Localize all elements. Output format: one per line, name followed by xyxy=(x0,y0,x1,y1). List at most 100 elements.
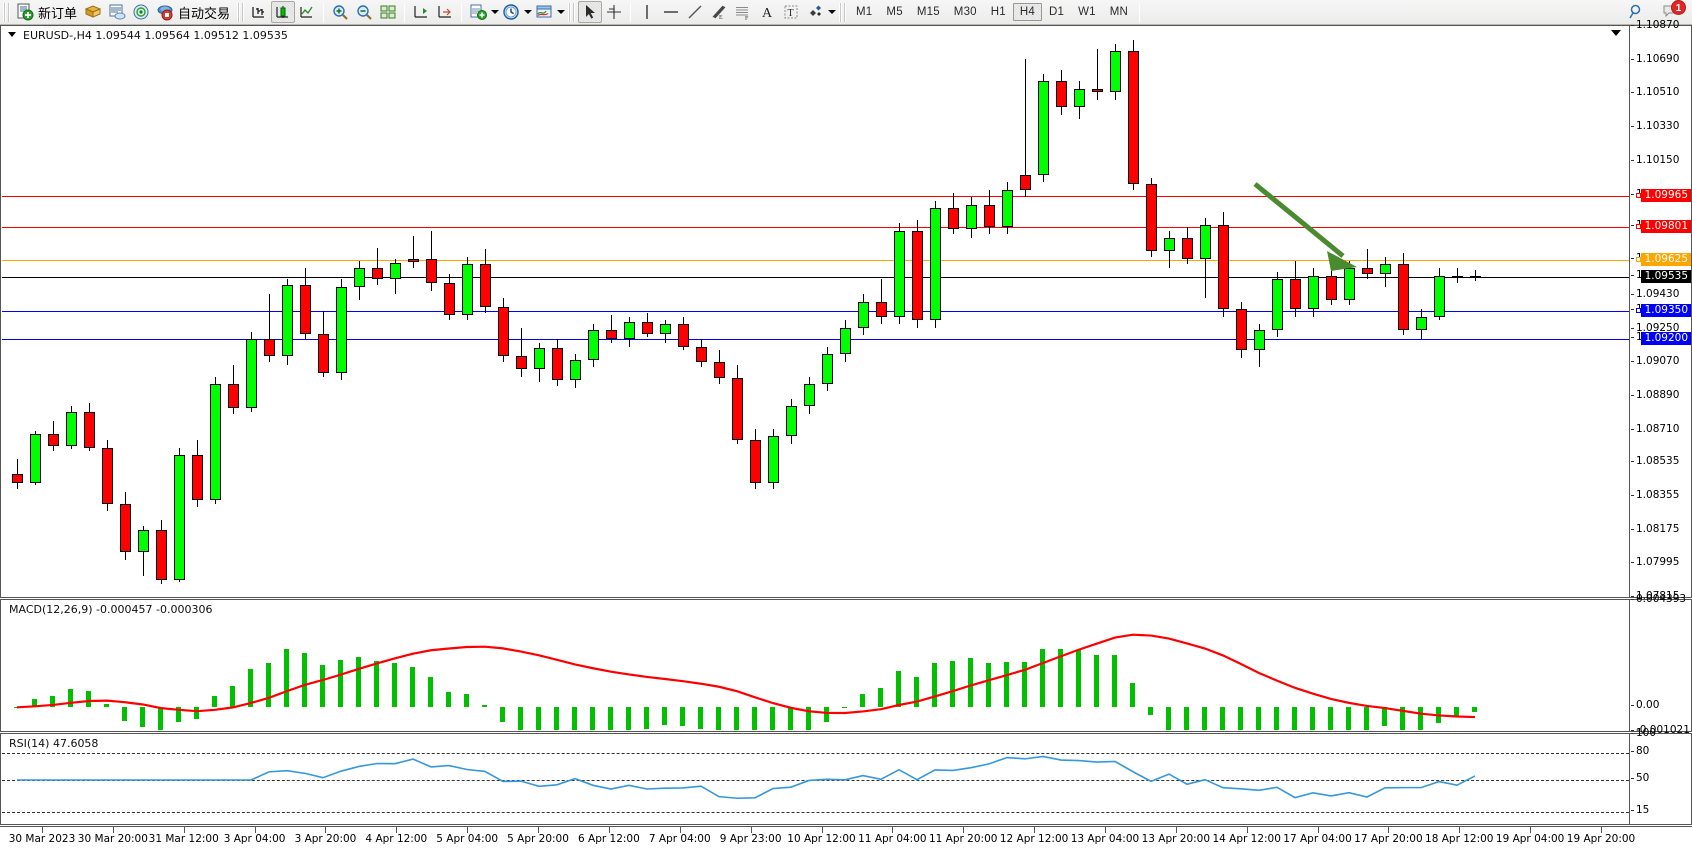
timeframe-m5[interactable]: M5 xyxy=(886,6,903,18)
price-level-line-resistance-1[interactable] xyxy=(2,226,1629,228)
chart-collapse-icon[interactable] xyxy=(8,32,16,37)
rsi-pane[interactable]: 100 80 50 15 RSI(14) 47.6058 xyxy=(0,727,1692,825)
scroll-chart-button[interactable] xyxy=(433,1,457,23)
price-level-value: 1.09965 xyxy=(1644,189,1688,202)
chart-container[interactable]: 1.10870 1.10690 1.10510 1.10330 1.10150 1.099… xyxy=(0,19,1692,851)
trendline-icon[interactable] xyxy=(683,1,707,23)
data-window-button[interactable] xyxy=(105,1,129,23)
macd-histogram-bar xyxy=(140,707,145,728)
candle-body xyxy=(1433,275,1445,317)
zoom-out-button[interactable] xyxy=(352,1,376,23)
time-axis-tick-label: 30 Mar 20:00 xyxy=(77,833,148,845)
candle-body xyxy=(1289,279,1301,310)
periods-button[interactable] xyxy=(499,1,523,23)
price-level-value: 1.09625 xyxy=(1644,252,1688,265)
price-level-line-support-2[interactable] xyxy=(2,339,1629,341)
search-icon[interactable] xyxy=(1625,1,1649,23)
timeframe-h1[interactable]: H1 xyxy=(990,6,1006,18)
macd-histogram-bar xyxy=(1364,707,1369,730)
price-axis[interactable]: 1.10870 1.10690 1.10510 1.10330 1.10150 1.099… xyxy=(1629,19,1691,602)
toolbar-grip[interactable] xyxy=(3,2,10,22)
candle-body xyxy=(1451,275,1463,278)
cursor-icon[interactable] xyxy=(578,1,603,23)
autotrading-button[interactable] xyxy=(153,1,177,23)
macd-histogram-bar xyxy=(536,707,541,730)
macd-histogram-bar xyxy=(1112,654,1117,708)
candle-body xyxy=(1217,225,1229,310)
candle-body xyxy=(965,204,977,229)
equidistant-channel-icon[interactable]: E xyxy=(707,1,731,23)
indicators-dropdown-arrow[interactable] xyxy=(490,10,499,14)
indicators-button[interactable] xyxy=(466,1,490,23)
timeframe-w1[interactable]: W1 xyxy=(1078,6,1096,18)
timeframe-mn[interactable]: MN xyxy=(1109,6,1129,18)
expert-advisor-button[interactable] xyxy=(81,1,105,23)
chart-menu-icon[interactable] xyxy=(1611,30,1621,36)
price-level-tag-resistance-1[interactable]: 1.09801 xyxy=(1635,219,1691,233)
timeframe-d1[interactable]: D1 xyxy=(1049,6,1065,18)
alerts-icon[interactable]: 1 xyxy=(1658,0,1686,23)
price-axis-tick-label: 1.09250 xyxy=(1636,321,1680,334)
price-level-line-current-price[interactable] xyxy=(2,276,1629,278)
candle-body xyxy=(317,333,329,373)
price-level-line-resistance-2[interactable] xyxy=(2,196,1629,198)
time-axis-tick xyxy=(254,827,256,833)
price-plot[interactable] xyxy=(2,27,1629,596)
periods-dropdown-arrow[interactable] xyxy=(523,10,532,14)
timeframe-m15[interactable]: M15 xyxy=(916,6,940,18)
candle-body xyxy=(1037,81,1049,175)
candlestick-chart-button[interactable] xyxy=(271,1,296,23)
candle-wick xyxy=(520,327,522,377)
candle-body xyxy=(731,378,743,441)
text-label-icon[interactable]: T xyxy=(779,1,803,23)
macd-histogram-bar xyxy=(662,707,667,726)
price-level-tag-support-1[interactable]: 1.09350 xyxy=(1635,304,1691,318)
timeframe-h4[interactable]: H4 xyxy=(1012,3,1042,21)
templates-dropdown-arrow[interactable] xyxy=(556,10,565,14)
text-icon[interactable]: A xyxy=(755,1,779,23)
price-level-line-support-1[interactable] xyxy=(2,311,1629,313)
toolbar-grip-4[interactable] xyxy=(839,2,847,22)
candle-body xyxy=(641,322,653,334)
candle-body xyxy=(353,268,365,287)
macd-histogram-bar xyxy=(896,670,901,708)
shapes-icon[interactable] xyxy=(803,1,827,23)
candle-body xyxy=(1469,275,1481,278)
price-level-tag-current-price[interactable]: 1.09535 xyxy=(1640,269,1691,283)
price-level-line-pivot[interactable] xyxy=(2,259,1629,261)
shapes-dropdown-arrow[interactable] xyxy=(827,10,836,14)
signals-button[interactable] xyxy=(129,1,153,23)
fibonacci-icon[interactable]: F xyxy=(731,1,755,23)
zoom-in-button[interactable] xyxy=(328,1,352,23)
price-level-tag-pivot[interactable]: 1.09625 xyxy=(1635,252,1691,266)
timeframe-m1[interactable]: M1 xyxy=(856,6,873,18)
line-chart-button[interactable] xyxy=(295,1,319,23)
vertical-line-icon[interactable] xyxy=(635,1,659,23)
new-order-button[interactable] xyxy=(13,1,37,23)
macd-histogram-bar xyxy=(446,691,451,708)
macd-pane[interactable]: 0.004393 0.00 -0.001021 MACD(12,26,9) -0.0… xyxy=(0,593,1692,736)
price-pane[interactable]: 1.10870 1.10690 1.10510 1.10330 1.10150 1.099… xyxy=(0,19,1692,602)
horizontal-line-icon[interactable] xyxy=(659,1,683,23)
price-level-tag-support-2[interactable]: 1.09200 xyxy=(1640,332,1691,346)
toolbar-grip-3[interactable] xyxy=(568,2,576,22)
macd-plot[interactable] xyxy=(2,601,1629,730)
macd-histogram-bar xyxy=(392,663,397,708)
macd-axis[interactable]: 0.004393 0.00 -0.001021 xyxy=(1629,593,1691,736)
crosshair-icon[interactable] xyxy=(602,1,626,23)
time-axis[interactable]: 30 Mar 2023 30 Mar 20:00 31 Mar 12:00 3 Apr… xyxy=(0,826,1692,851)
candle-body xyxy=(407,258,419,263)
rsi-plot[interactable] xyxy=(2,735,1629,823)
tile-windows-button[interactable] xyxy=(376,1,400,23)
templates-button[interactable] xyxy=(532,1,556,23)
symbol-header: EURUSD-,H4 1.09544 1.09564 1.09512 1.095… xyxy=(21,29,290,42)
rsi-axis[interactable]: 100 80 50 15 xyxy=(1629,727,1691,824)
candle-body xyxy=(767,436,779,484)
price-level-tag-resistance-2[interactable]: 1.09965 xyxy=(1635,189,1691,203)
toolbar-grip-2[interactable] xyxy=(237,2,245,22)
candle-body xyxy=(191,455,203,500)
macd-histogram-bar xyxy=(1310,707,1315,730)
bar-chart-button[interactable] xyxy=(247,1,271,23)
shift-end-button[interactable] xyxy=(409,1,433,23)
timeframe-m30[interactable]: M30 xyxy=(953,6,977,18)
